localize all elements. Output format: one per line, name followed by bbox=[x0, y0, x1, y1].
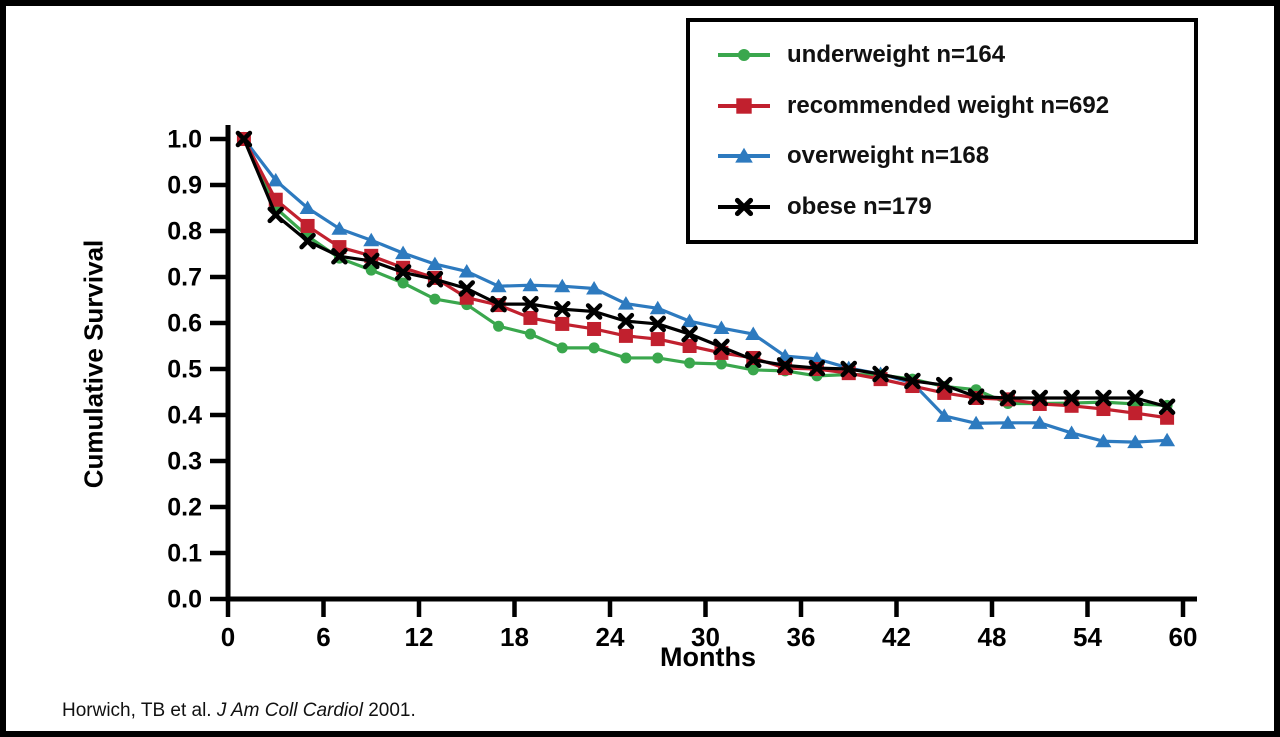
svg-text:30: 30 bbox=[691, 622, 720, 652]
svg-text:0.3: 0.3 bbox=[167, 448, 202, 476]
legend-item-recommended-weight: recommended weight n=692 bbox=[716, 92, 1194, 120]
citation-year: 2001. bbox=[362, 700, 416, 721]
legend-label: obese n=179 bbox=[787, 192, 932, 220]
recommended-weight-line-marker-icon bbox=[718, 98, 770, 114]
svg-text:24: 24 bbox=[596, 622, 625, 652]
svg-text:48: 48 bbox=[978, 622, 1007, 652]
x-axis-ticks: 0 6 12 18 24 30 36 42 48 54 60 bbox=[221, 599, 1198, 652]
svg-text:42: 42 bbox=[882, 622, 911, 652]
legend-label: underweight n=164 bbox=[787, 41, 1006, 69]
svg-text:0.6: 0.6 bbox=[167, 310, 202, 338]
svg-text:12: 12 bbox=[405, 622, 434, 652]
y-axis-title: Cumulative Survival bbox=[78, 239, 109, 489]
obese-line-marker-icon bbox=[718, 197, 770, 216]
svg-text:0.9: 0.9 bbox=[167, 172, 202, 200]
svg-text:0.2: 0.2 bbox=[167, 494, 202, 522]
svg-text:1.0: 1.0 bbox=[167, 126, 202, 154]
citation: Horwich, TB et al. J Am Coll Cardiol 200… bbox=[62, 700, 416, 722]
survival-chart: 0.0 0.1 0.2 0.3 0.4 0.5 0.6 0.7 0.8 0.9 1.0 0 6 12 18 2… bbox=[167, 125, 1198, 652]
axes bbox=[225, 125, 1197, 602]
y-axis-ticks: 0.0 0.1 0.2 0.3 0.4 0.5 0.6 0.7 0.8 0.9 1.0 bbox=[167, 126, 228, 614]
overweight-line-marker-icon bbox=[718, 148, 770, 163]
citation-journal: J Am Coll Cardiol bbox=[211, 700, 363, 721]
svg-text:54: 54 bbox=[1073, 622, 1102, 652]
svg-text:0.7: 0.7 bbox=[167, 264, 202, 292]
legend-item-overweight: overweight n=168 bbox=[716, 142, 1194, 170]
legend-item-obese: obese n=179 bbox=[716, 193, 1194, 221]
series-obese bbox=[235, 130, 1176, 415]
svg-text:36: 36 bbox=[787, 622, 816, 652]
svg-text:0.4: 0.4 bbox=[167, 402, 202, 430]
svg-text:0.0: 0.0 bbox=[167, 586, 202, 614]
svg-text:0: 0 bbox=[221, 622, 235, 652]
svg-text:6: 6 bbox=[316, 622, 330, 652]
svg-text:0.5: 0.5 bbox=[167, 356, 202, 384]
citation-authors: Horwich, TB et al. bbox=[62, 700, 212, 721]
legend: underweight n=164 recommended weight n=6… bbox=[686, 18, 1198, 244]
legend-item-underweight: underweight n=164 bbox=[716, 41, 1194, 69]
legend-label: recommended weight n=692 bbox=[787, 91, 1110, 119]
x-axis-title: Months bbox=[660, 642, 756, 672]
legend-label: overweight n=168 bbox=[787, 142, 990, 170]
svg-text:0.1: 0.1 bbox=[167, 540, 202, 568]
svg-text:18: 18 bbox=[500, 622, 529, 652]
svg-text:0.8: 0.8 bbox=[167, 218, 202, 246]
svg-text:60: 60 bbox=[1169, 622, 1198, 652]
underweight-line-marker-icon bbox=[718, 49, 770, 62]
